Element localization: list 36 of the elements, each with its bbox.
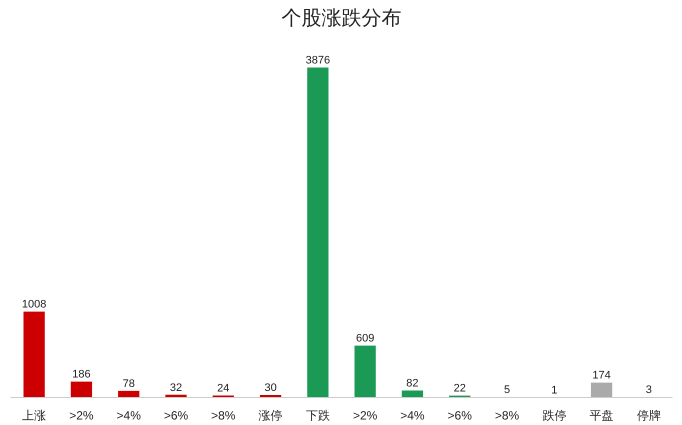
data-label: 3 [646, 384, 652, 396]
data-label: 22 [454, 382, 466, 395]
x-tick-label: 跌停 [542, 408, 566, 422]
x-tick-label: 停牌 [636, 408, 661, 422]
x-tick-label: 涨停 [258, 408, 283, 422]
bar [590, 382, 612, 398]
x-tick-label: >4% [116, 408, 142, 422]
bar [402, 390, 424, 398]
data-label: 174 [592, 370, 611, 382]
data-label: 24 [217, 382, 230, 394]
bar [307, 68, 328, 398]
x-tick-label: >2% [352, 408, 378, 422]
bar [118, 390, 140, 398]
x-tick-label: >8% [494, 408, 520, 422]
chart-title: 个股涨跌分布 [282, 8, 402, 30]
x-tick-label: >4% [400, 408, 425, 422]
bar [24, 312, 45, 398]
x-tick-label: >6% [448, 408, 472, 422]
data-label: 186 [72, 368, 91, 381]
bar [70, 382, 92, 398]
data-label: 1008 [22, 298, 46, 311]
x-tick-label: 平盘 [590, 408, 614, 422]
x-tick-label: 下跌 [306, 408, 330, 422]
x-tick-label: 上涨 [22, 408, 46, 422]
data-label: 82 [406, 378, 419, 390]
bar [354, 346, 376, 398]
data-label: 5 [504, 384, 510, 396]
data-label: 3876 [306, 54, 330, 66]
data-label: 1 [551, 384, 558, 396]
x-tick-label: >2% [69, 408, 94, 422]
x-tick-label: >6% [164, 408, 189, 422]
data-label: 609 [356, 332, 374, 345]
data-label: 78 [122, 378, 135, 390]
data-label: 32 [170, 382, 182, 394]
data-label: 30 [264, 382, 277, 394]
x-tick-label: >8% [211, 408, 236, 422]
